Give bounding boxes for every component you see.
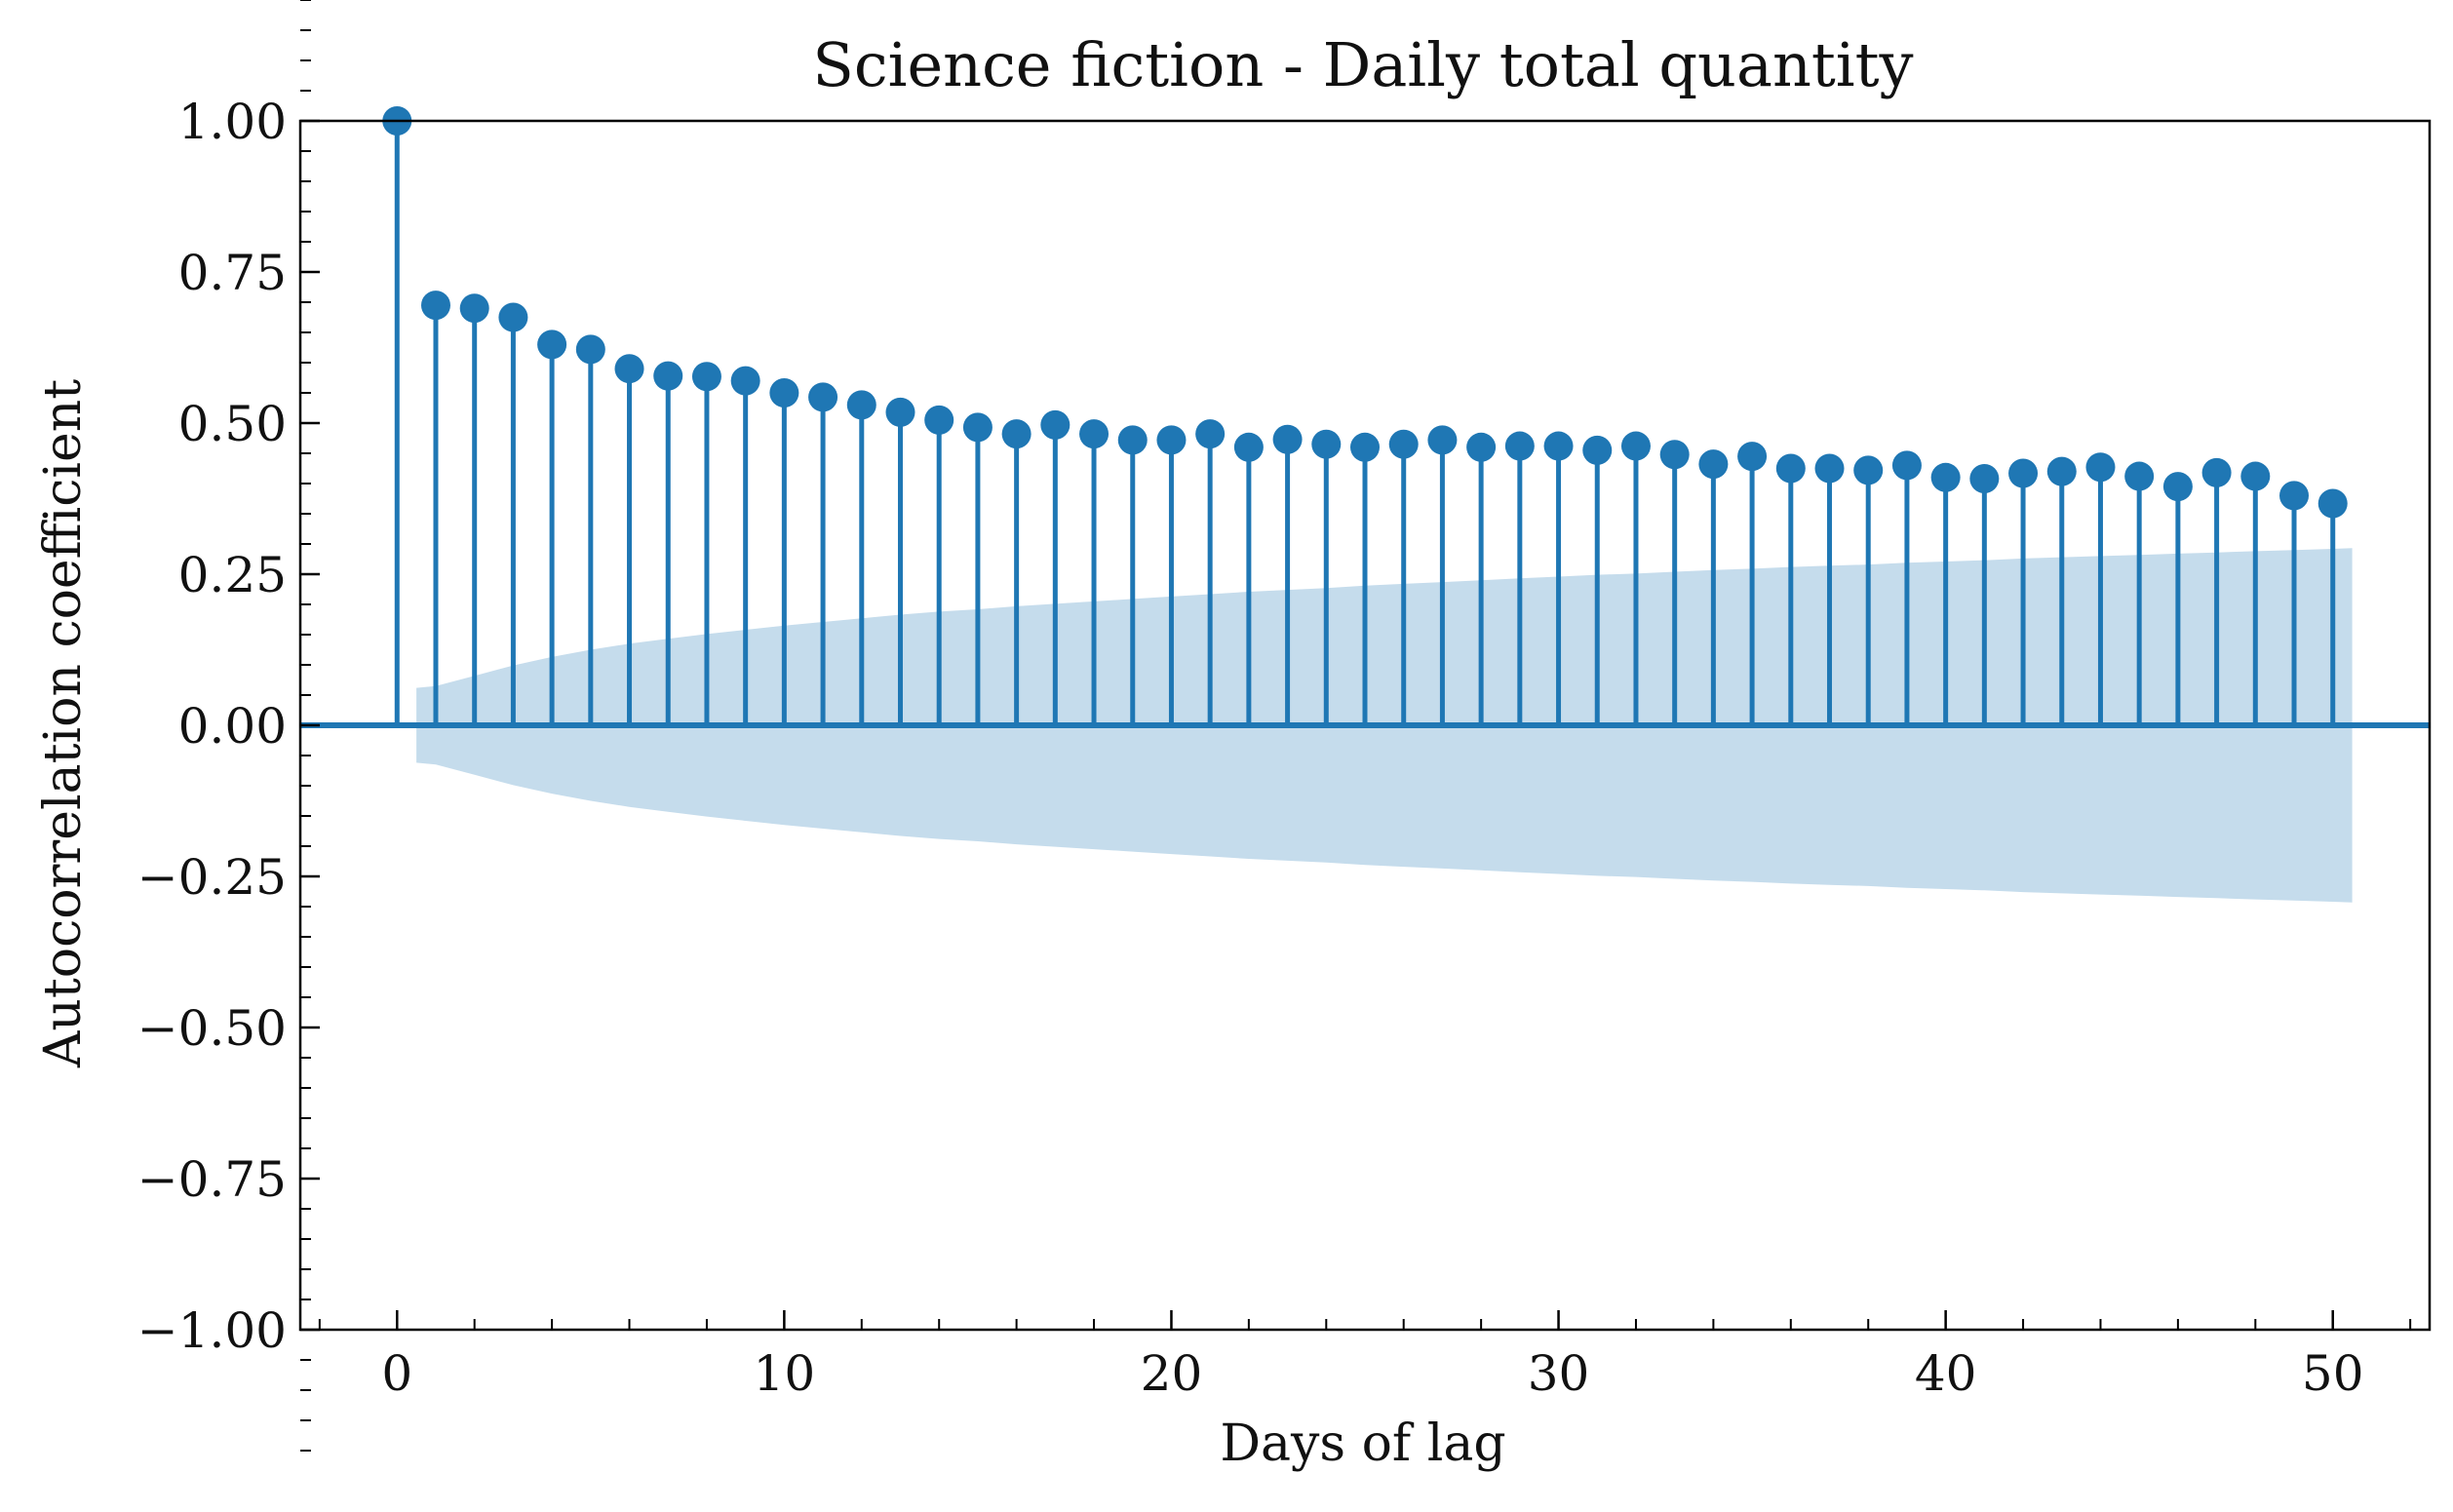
marker-lag-32 [1620, 431, 1651, 461]
marker-lag-49 [2279, 481, 2310, 511]
marker-lag-39 [1891, 450, 1922, 481]
x-tick-label: 10 [754, 1345, 816, 1402]
marker-lag-17 [1040, 409, 1071, 440]
marker-lag-8 [691, 362, 721, 392]
axis-layer: 1.00 0.75 0.50 0.25 0.00 −0.25 −0.50 −0.75 −1.00… [137, 0, 2432, 1512]
marker-lag-11 [808, 382, 838, 412]
marker-lag-35 [1737, 442, 1768, 472]
marker-lag-26 [1388, 429, 1419, 459]
y-tick-label: 0.50 [178, 396, 287, 452]
marker-lag-47 [2201, 457, 2232, 487]
marker-lag-48 [2240, 461, 2271, 491]
marker-lag-2 [459, 293, 489, 324]
x-axis-label: Days of lag [1220, 1415, 1505, 1473]
marker-lag-41 [1969, 464, 2000, 494]
marker-lag-20 [1156, 425, 1187, 455]
marker-lag-4 [537, 330, 567, 360]
marker-lag-24 [1311, 429, 1342, 459]
x-tick-label: 40 [1915, 1345, 1977, 1402]
marker-lag-40 [1930, 462, 1961, 492]
y-axis-label: Autocorrelation coefficient [34, 379, 93, 1068]
marker-lag-16 [1001, 419, 1032, 449]
x-tick-label: 20 [1141, 1345, 1203, 1402]
chart-title: Science fiction - Daily total quantity [812, 29, 1913, 100]
marker-lag-6 [614, 354, 644, 384]
marker-lag-45 [2124, 461, 2155, 491]
marker-lag-30 [1543, 431, 1574, 461]
marker-lag-22 [1233, 432, 1264, 462]
marker-lag-14 [924, 405, 954, 435]
y-tick-label: 0.00 [178, 698, 287, 755]
marker-lag-46 [2162, 472, 2193, 502]
y-tick-label: 1.00 [178, 94, 287, 150]
x-tick-label: 0 [381, 1345, 412, 1402]
marker-lag-31 [1582, 435, 1613, 465]
marker-lag-27 [1427, 425, 1458, 455]
y-tick-label: −0.50 [137, 1000, 287, 1057]
marker-lag-34 [1698, 449, 1729, 480]
y-tick-label: −1.00 [137, 1302, 287, 1359]
marker-lag-36 [1775, 453, 1806, 484]
x-tick-label: 50 [2302, 1345, 2364, 1402]
marker-lag-43 [2046, 456, 2077, 486]
marker-lag-12 [846, 390, 876, 420]
marker-lag-13 [885, 397, 915, 427]
marker-lag-42 [2008, 458, 2039, 488]
marker-lag-50 [2317, 488, 2348, 519]
stem-layer [300, 106, 2430, 728]
marker-lag-9 [730, 366, 760, 396]
marker-lag-7 [653, 361, 683, 391]
marker-lag-21 [1195, 419, 1226, 449]
marker-lag-33 [1659, 440, 1690, 470]
marker-lag-19 [1117, 425, 1148, 455]
marker-lag-3 [498, 302, 528, 332]
marker-lag-38 [1853, 455, 1884, 485]
y-tick-label: 0.75 [178, 245, 287, 301]
marker-lag-10 [769, 378, 799, 407]
marker-lag-15 [962, 412, 993, 443]
marker-lag-25 [1350, 432, 1380, 462]
y-tick-label: −0.25 [137, 849, 287, 906]
marker-lag-18 [1079, 419, 1110, 449]
marker-lag-5 [575, 334, 605, 365]
marker-lag-28 [1466, 432, 1497, 462]
marker-lag-37 [1814, 453, 1845, 484]
y-tick-label: 0.25 [178, 547, 287, 603]
marker-lag-44 [2085, 452, 2116, 483]
marker-lag-1 [420, 291, 450, 321]
x-tick-label: 30 [1528, 1345, 1590, 1402]
marker-lag-29 [1504, 431, 1535, 461]
marker-lag-23 [1272, 424, 1303, 454]
y-tick-label: −0.75 [137, 1151, 287, 1208]
